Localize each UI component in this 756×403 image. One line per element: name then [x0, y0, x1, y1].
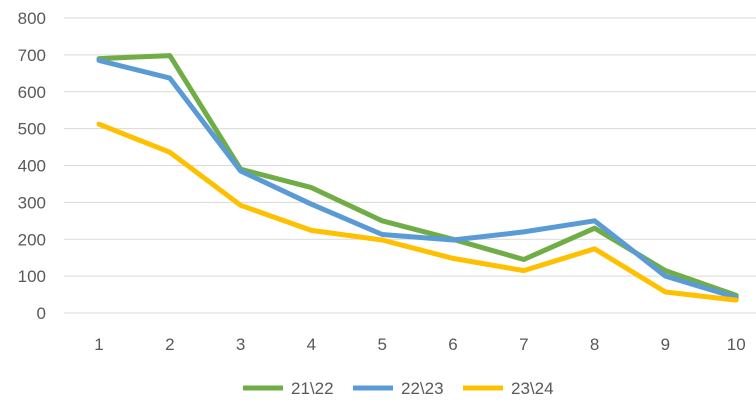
- x-tick-label: 5: [377, 335, 386, 354]
- x-tick-label: 9: [661, 335, 670, 354]
- legend: 21\22 22\23 23\24: [243, 379, 554, 398]
- y-tick-label: 300: [18, 193, 46, 212]
- y-tick-label: 100: [18, 267, 46, 286]
- x-axis-ticks: 1 2 3 4 5 6 7 8 9 10: [94, 335, 745, 354]
- y-axis-ticks: 0 100 200 300 400 500 600 700 800: [18, 9, 46, 323]
- series-line-3: [96, 121, 739, 303]
- y-tick-label: 800: [18, 9, 46, 28]
- legend-label-3: 23\24: [511, 379, 554, 398]
- y-tick-label: 0: [37, 304, 46, 323]
- x-tick-label: 10: [727, 335, 746, 354]
- legend-label-1: 21\22: [291, 379, 334, 398]
- x-tick-label: 6: [448, 335, 457, 354]
- y-tick-label: 600: [18, 83, 46, 102]
- y-tick-label: 500: [18, 120, 46, 139]
- series-line-2: [96, 57, 739, 300]
- y-tick-label: 200: [18, 230, 46, 249]
- x-tick-label: 4: [307, 335, 316, 354]
- x-tick-label: 1: [94, 335, 103, 354]
- y-tick-label: 700: [18, 46, 46, 65]
- y-tick-label: 400: [18, 157, 46, 176]
- legend-label-2: 22\23: [401, 379, 444, 398]
- series-lines: [96, 53, 739, 303]
- x-tick-label: 7: [519, 335, 528, 354]
- x-tick-label: 3: [236, 335, 245, 354]
- x-tick-label: 2: [165, 335, 174, 354]
- x-tick-label: 8: [590, 335, 599, 354]
